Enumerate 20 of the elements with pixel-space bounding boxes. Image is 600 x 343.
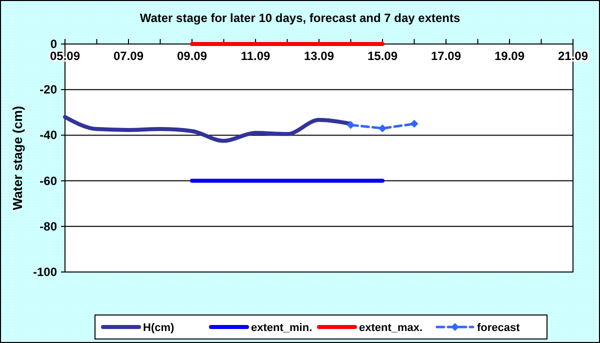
- legend-label: extent_min.: [251, 322, 312, 334]
- y-tick-label: -20: [40, 82, 58, 97]
- x-tick-label: 17.09: [430, 49, 462, 63]
- x-tick-label: 15.09: [367, 49, 398, 63]
- legend-label: H(cm): [143, 322, 175, 334]
- line-series: [63, 114, 353, 143]
- x-tick-label: 13.09: [304, 49, 334, 63]
- y-tick-label: -80: [40, 219, 58, 234]
- x-tick-label: 07.09: [113, 49, 144, 63]
- y-axis-title: Water stage (cm): [10, 106, 25, 210]
- y-tick-label: -40: [40, 128, 58, 142]
- y-tick-label: -100: [32, 265, 58, 279]
- legend-label: extent_max.: [359, 322, 423, 334]
- x-tick-label: 11.09: [240, 49, 271, 63]
- y-tick-label: 0: [50, 37, 58, 51]
- chart-title: Water stage for later 10 days, forecast and 7 day extents: [140, 11, 460, 25]
- y-tick-label: -60: [40, 174, 58, 188]
- legend-label: forecast: [477, 322, 520, 334]
- x-tick-label: 19.09: [494, 49, 525, 63]
- x-tick-label: 09.09: [176, 49, 208, 63]
